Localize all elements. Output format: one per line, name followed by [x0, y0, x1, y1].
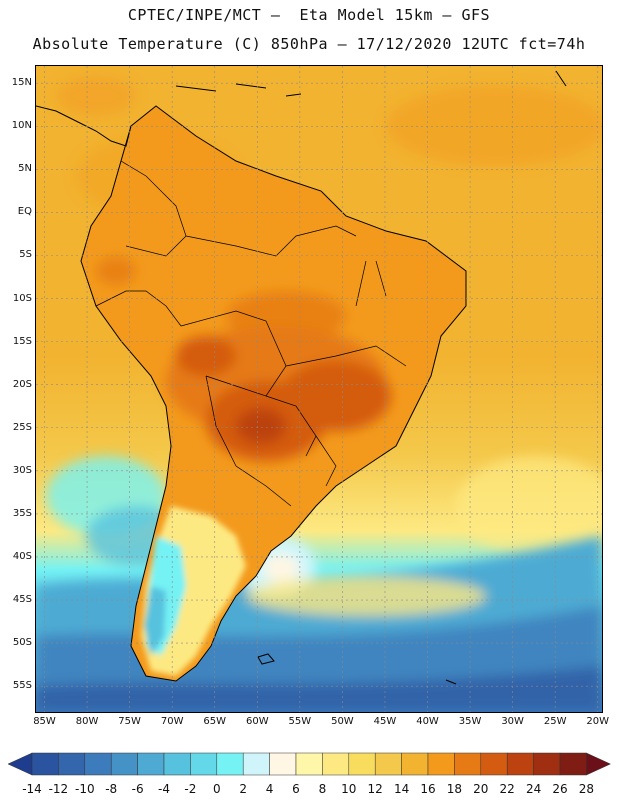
longitude-label: 40W [416, 716, 439, 727]
colorbar-label: -8 [105, 782, 118, 796]
colorbar-swatch [58, 752, 86, 776]
latitude-label: 35S [12, 507, 32, 519]
south-georgia [445, 679, 457, 685]
latitude-label: 50S [12, 637, 32, 649]
colorbar-label: 0 [212, 782, 221, 796]
colorbar-swatch [559, 752, 587, 776]
longitude-label: 55W [288, 716, 312, 727]
colorbar-label: 10 [341, 782, 357, 796]
colorbar-swatch [533, 752, 561, 776]
longitude-label: 65W [203, 716, 227, 727]
colorbar-min-arrow [7, 752, 33, 776]
longitude-label: 35W [458, 716, 482, 727]
colorbar-swatch [269, 752, 297, 776]
latitude-label: 10S [12, 292, 32, 304]
colorbar-swatch [84, 752, 112, 776]
colorbar-label: 6 [292, 782, 300, 796]
colorbar-swatch [31, 752, 59, 776]
colorbar-label: -6 [131, 782, 144, 796]
colorbar [7, 752, 612, 776]
latitude-label: 5S [19, 249, 32, 261]
central-america [36, 105, 132, 147]
latitude-label: 55S [12, 680, 32, 692]
colorbar-swatch [348, 752, 376, 776]
caribbean-islands [175, 70, 567, 97]
latitude-label: 45S [12, 594, 32, 606]
latitude-label: EQ [17, 206, 32, 218]
colorbar-label: -10 [74, 782, 95, 796]
colorbar-label: 12 [367, 782, 383, 796]
longitude-label: 45W [373, 716, 397, 727]
colorbar-swatch [506, 752, 534, 776]
latitude-label: 15N [11, 77, 32, 89]
colorbar-label: 24 [525, 782, 542, 796]
latitude-label: 30S [12, 464, 32, 476]
colorbar-label: 2 [239, 782, 247, 796]
falkland-islands [257, 653, 275, 665]
longitude-label: 70W [160, 716, 184, 727]
colorbar-swatch [374, 752, 402, 776]
colorbar-swatch [110, 752, 138, 776]
map-title-line-2: Absolute Temperature (C) 850hPa – 17/12/… [32, 35, 586, 53]
longitude-label: 75W [118, 716, 141, 727]
colorbar-swatch [295, 752, 323, 776]
colorbar-swatch [401, 752, 429, 776]
latitude-label: 25S [12, 421, 32, 433]
colorbar-swatch [242, 752, 270, 776]
colorbar-swatch [480, 752, 508, 776]
colorbar-label: 20 [473, 782, 489, 796]
longitude-label: 85W [33, 716, 56, 727]
longitude-label: 25W [543, 716, 567, 727]
colorbar-label: 4 [265, 782, 274, 796]
colorbar-label: -14 [22, 782, 42, 796]
latitude-label: 5N [18, 163, 32, 175]
colorbar-label: -4 [158, 782, 170, 796]
colorbar-swatch [163, 752, 191, 776]
colorbar-label: 14 [393, 782, 410, 796]
temperature-map-svg [36, 66, 602, 712]
cool-patagonia [141, 506, 246, 676]
longitude-label: 60W [245, 716, 269, 727]
colorbar-label: 16 [420, 782, 436, 796]
colorbar-label: -12 [48, 782, 69, 796]
longitude-label: 20W [586, 716, 610, 727]
gridlines [36, 66, 602, 712]
longitude-label: 50W [331, 716, 354, 727]
colorbar-label: 26 [552, 782, 568, 796]
colorbar-max-arrow [586, 752, 612, 776]
colorbar-label: 28 [578, 782, 595, 796]
colorbar-swatch [190, 752, 218, 776]
colorbar-label: 8 [318, 782, 327, 796]
coastline [80, 105, 467, 682]
longitude-label: 80W [75, 716, 99, 727]
map-title-line-1: CPTEC/INPE/MCT – Eta Model 15km – GFS [127, 6, 491, 24]
latitude-label: 40S [12, 550, 32, 562]
colorbar-swatch [137, 752, 165, 776]
latitude-label: 15S [12, 335, 32, 347]
colorbar-label: -2 [184, 782, 197, 796]
colorbar-label: 18 [446, 782, 463, 796]
colorbar-swatch [216, 752, 244, 776]
colorbar-swatch [454, 752, 482, 776]
latitude-label: 20S [12, 378, 32, 390]
colorbar-label: 22 [499, 782, 515, 796]
longitude-label: 30W [501, 716, 524, 727]
temperature-map [36, 66, 602, 712]
colorbar-swatch [322, 752, 350, 776]
country-borders [95, 160, 407, 507]
colorbar-swatch [427, 752, 455, 776]
latitude-label: 10N [11, 120, 32, 132]
